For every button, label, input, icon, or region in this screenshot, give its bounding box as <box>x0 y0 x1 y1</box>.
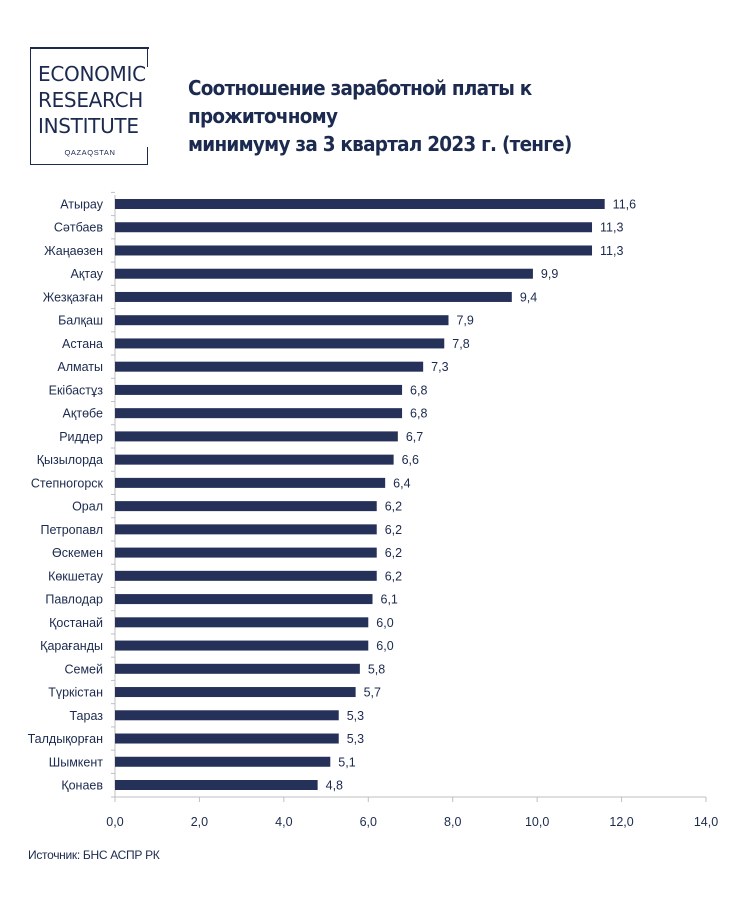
data-label: 6,2 <box>385 546 402 560</box>
data-label: 6,8 <box>410 383 427 397</box>
bar <box>115 617 369 628</box>
chart-title-line-1: Соотношение заработной платы к прожиточн… <box>188 76 532 128</box>
bar <box>115 547 377 558</box>
bar <box>115 501 377 512</box>
bar <box>115 640 369 651</box>
data-label: 11,3 <box>600 244 623 258</box>
category-label: Шымкент <box>49 755 103 769</box>
x-tick-label: 14,0 <box>694 815 718 829</box>
category-label: Семей <box>64 662 103 676</box>
x-tick-label: 10,0 <box>525 815 549 829</box>
category-label: Орал <box>72 500 103 514</box>
logo-line-institute: INSTITUTE <box>38 114 139 138</box>
data-label: 6,0 <box>376 639 393 653</box>
x-tick-label: 12,0 <box>609 815 633 829</box>
bar <box>115 245 593 256</box>
category-label: Астана <box>62 337 103 351</box>
category-label: Қызылорда <box>37 453 103 467</box>
data-label: 9,9 <box>541 267 558 281</box>
data-label: 5,7 <box>364 686 381 700</box>
logo-subtitle: QAZAQSTAN <box>64 148 116 157</box>
bar <box>115 524 377 535</box>
chart-title-line-2: минимуму за 3 квартал 2023 г. (тенге) <box>188 132 572 156</box>
data-label: 4,8 <box>326 779 343 793</box>
x-tick-label: 0,0 <box>106 815 123 829</box>
category-label: Ақтау <box>71 267 104 281</box>
category-label: Көкшетау <box>48 569 104 583</box>
data-label: 5,3 <box>347 709 364 723</box>
data-label: 6,2 <box>385 500 402 514</box>
data-label: 6,8 <box>410 407 427 421</box>
category-label: Ақтөбе <box>63 407 104 421</box>
category-label: Екібастұз <box>49 383 104 397</box>
x-tick-label: 6,0 <box>360 815 377 829</box>
bar <box>115 384 403 395</box>
category-label: Алматы <box>57 360 103 374</box>
data-label: 6,6 <box>402 453 419 467</box>
bar <box>115 687 356 698</box>
x-tick-label: 8,0 <box>444 815 461 829</box>
bar <box>115 477 386 488</box>
data-label: 6,7 <box>406 430 423 444</box>
bar <box>115 756 331 767</box>
bar <box>115 338 445 349</box>
bar <box>115 361 424 372</box>
category-label: Петропавл <box>40 523 103 537</box>
bar <box>115 291 512 302</box>
category-label: Түркістан <box>48 686 103 700</box>
logo-line-research: RESEARCH <box>38 88 144 112</box>
data-label: 7,8 <box>452 337 469 351</box>
bar <box>115 733 339 744</box>
bar <box>115 663 360 674</box>
bar <box>115 431 398 442</box>
data-label: 5,1 <box>338 755 355 769</box>
logo-line-economic: ECONOMIC <box>38 62 146 86</box>
data-label: 6,2 <box>385 569 402 583</box>
category-label: Тараз <box>69 709 103 723</box>
bar <box>115 408 403 419</box>
data-label: 7,3 <box>431 360 448 374</box>
logo: ECONOMIC RESEARCH INSTITUTE QAZAQSTAN <box>30 47 149 165</box>
bar <box>115 780 318 790</box>
category-label: Өскемен <box>52 546 103 560</box>
chart-title: Соотношение заработной платы к прожиточн… <box>188 74 666 158</box>
data-label: 11,3 <box>600 221 623 235</box>
data-label: 6,4 <box>393 476 410 490</box>
bar <box>115 454 394 465</box>
category-label: Сәтбаев <box>54 221 103 235</box>
data-label: 5,3 <box>347 732 364 746</box>
x-tick-label: 2,0 <box>191 815 208 829</box>
data-label: 9,4 <box>520 290 537 304</box>
bar <box>115 594 373 605</box>
data-label: 6,1 <box>381 593 398 607</box>
x-tick-label: 4,0 <box>275 815 292 829</box>
data-label: 5,8 <box>368 662 385 676</box>
category-label: Степногорск <box>31 476 104 490</box>
bar <box>115 570 377 581</box>
category-label: Павлодар <box>45 593 103 607</box>
source-note: Источник: БНС АСПР РК <box>28 848 160 862</box>
bar <box>115 222 593 233</box>
bar <box>115 315 449 326</box>
category-label: Атырау <box>60 198 104 212</box>
data-label: 6,2 <box>385 523 402 537</box>
category-label: Қарағанды <box>40 639 103 653</box>
category-label: Риддер <box>59 430 103 444</box>
data-label: 6,0 <box>376 616 393 630</box>
category-label: Жаңаөзен <box>44 244 103 258</box>
category-label: Балқаш <box>58 314 103 328</box>
category-label: Қостанай <box>49 616 103 630</box>
category-label: Жезқазған <box>43 290 103 304</box>
bar <box>115 268 533 279</box>
bar <box>115 710 339 721</box>
bar <box>115 199 605 209</box>
data-label: 7,9 <box>456 314 473 328</box>
category-label: Қонаев <box>61 779 103 793</box>
category-label: Талдықорған <box>28 732 103 746</box>
data-label: 11,6 <box>613 198 636 212</box>
